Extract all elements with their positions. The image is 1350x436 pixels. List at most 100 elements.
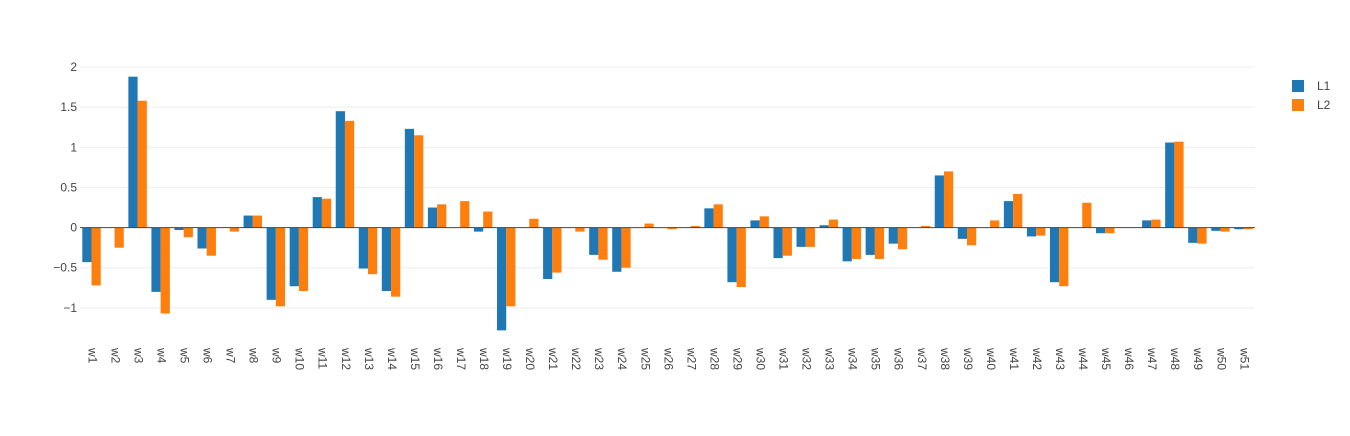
bar-L1-w14[interactable]: [381, 227, 392, 292]
legend-item-L1[interactable]: L1: [1292, 79, 1331, 93]
x-tick-label: w43: [1053, 347, 1067, 370]
bar-L1-w23[interactable]: [589, 227, 599, 255]
bars: [82, 76, 1253, 331]
bar-L1-w36[interactable]: [888, 227, 898, 244]
bar-L2-w28[interactable]: [713, 204, 723, 228]
bar-L1-w43[interactable]: [1049, 227, 1060, 283]
x-tick-label: w36: [892, 347, 906, 370]
bar-L2-w22[interactable]: [575, 227, 585, 232]
bar-L1-w24[interactable]: [612, 227, 622, 272]
bar-L1-w21[interactable]: [543, 227, 553, 279]
bar-L1-w5[interactable]: [174, 227, 184, 231]
bar-L2-w51[interactable]: [1243, 227, 1253, 230]
bar-L1-w13[interactable]: [358, 227, 368, 269]
bar-L2-w35[interactable]: [874, 227, 885, 259]
bar-L2-w32[interactable]: [805, 227, 815, 247]
bar-L1-w28[interactable]: [704, 208, 714, 228]
bar-L1-w49[interactable]: [1188, 227, 1198, 243]
bar-L2-w15[interactable]: [414, 135, 424, 228]
bar-L1-w30[interactable]: [750, 220, 760, 228]
bar-L2-w30[interactable]: [759, 216, 769, 228]
bar-L1-w4[interactable]: [151, 227, 161, 292]
bar-L1-w39[interactable]: [957, 227, 968, 239]
bar-L2-w5[interactable]: [183, 227, 193, 238]
x-tick-label: w8: [247, 347, 261, 364]
bar-L2-w3[interactable]: [137, 100, 147, 228]
bar-L1-w16[interactable]: [427, 207, 438, 228]
bar-L1-w8[interactable]: [243, 215, 253, 228]
bar-L2-w21[interactable]: [552, 227, 562, 273]
bar-L1-w45[interactable]: [1096, 227, 1106, 234]
legend-item-L2[interactable]: L2: [1292, 98, 1331, 112]
x-tick-label: w11: [316, 347, 330, 369]
bar-L1-w48[interactable]: [1165, 142, 1175, 228]
bar-L1-w42[interactable]: [1026, 227, 1037, 237]
bar-L1-w10[interactable]: [289, 227, 299, 287]
bar-L1-w29[interactable]: [727, 227, 737, 283]
bar-L2-w25[interactable]: [644, 223, 654, 228]
bar-L2-w33[interactable]: [828, 219, 838, 228]
bar-L1-w47[interactable]: [1142, 220, 1152, 228]
bar-L1-w11[interactable]: [312, 197, 322, 228]
bar-L2-w40[interactable]: [990, 220, 1000, 228]
bar-L2-w6[interactable]: [206, 227, 216, 256]
bar-L2-w44[interactable]: [1082, 202, 1092, 228]
bar-L1-w41[interactable]: [1003, 201, 1014, 228]
bar-L2-w16[interactable]: [437, 204, 447, 228]
bar-L1-w50[interactable]: [1211, 227, 1221, 231]
bar-L2-w1[interactable]: [91, 227, 101, 286]
bar-L2-w29[interactable]: [736, 227, 746, 288]
bar-L1-w35[interactable]: [865, 227, 875, 255]
legend-swatch: [1292, 80, 1304, 92]
bar-L2-w27[interactable]: [690, 226, 700, 228]
bar-L2-w24[interactable]: [621, 227, 631, 268]
bar-L2-w2[interactable]: [114, 227, 124, 248]
x-tick-label: w16: [431, 347, 445, 370]
bar-L1-w31[interactable]: [773, 227, 783, 259]
bar-L2-w41[interactable]: [1013, 193, 1023, 228]
bar-L2-w20[interactable]: [529, 218, 539, 228]
bar-L1-w33[interactable]: [819, 225, 829, 228]
bar-L1-w15[interactable]: [404, 128, 415, 228]
bar-L2-w18[interactable]: [483, 211, 493, 228]
bar-L2-w36[interactable]: [897, 227, 908, 250]
bar-L2-w8[interactable]: [252, 215, 263, 228]
bar-L1-w18[interactable]: [473, 227, 484, 232]
bar-L2-w13[interactable]: [367, 227, 378, 275]
x-tick-label: w18: [477, 347, 491, 370]
bar-L2-w12[interactable]: [344, 120, 355, 228]
bar-L2-w17[interactable]: [460, 201, 470, 228]
bar-L2-w4[interactable]: [160, 227, 170, 314]
bar-L2-w45[interactable]: [1105, 227, 1115, 234]
bar-L2-w19[interactable]: [506, 227, 516, 307]
bar-L1-w9[interactable]: [266, 227, 276, 300]
bar-L2-w10[interactable]: [298, 227, 309, 292]
bar-L1-w34[interactable]: [842, 227, 852, 262]
bar-L1-w51[interactable]: [1234, 227, 1244, 230]
bar-L2-w37[interactable]: [920, 226, 931, 228]
bar-L2-w11[interactable]: [321, 198, 332, 228]
bar-L1-w6[interactable]: [197, 227, 207, 249]
bar-L2-w50[interactable]: [1220, 227, 1230, 232]
bar-L1-w38[interactable]: [934, 175, 944, 228]
bar-L2-w7[interactable]: [229, 227, 239, 232]
bar-L1-w19[interactable]: [497, 227, 507, 331]
bar-L2-w47[interactable]: [1151, 219, 1161, 228]
bar-L2-w14[interactable]: [391, 227, 401, 297]
bar-L1-w3[interactable]: [128, 76, 138, 228]
bar-L2-w23[interactable]: [598, 227, 608, 260]
bar-L2-w38[interactable]: [943, 171, 954, 228]
bar-L2-w34[interactable]: [851, 227, 862, 259]
bar-L1-w12[interactable]: [335, 111, 345, 228]
bar-L2-w31[interactable]: [782, 227, 792, 256]
bar-L1-w32[interactable]: [796, 227, 806, 247]
bar-L2-w48[interactable]: [1174, 141, 1184, 228]
bar-L2-w9[interactable]: [275, 227, 286, 307]
bar-L2-w42[interactable]: [1036, 227, 1046, 236]
bar-L2-w43[interactable]: [1059, 227, 1069, 287]
bar-L2-w26[interactable]: [667, 227, 677, 230]
bar-L1-w1[interactable]: [82, 227, 92, 263]
bar-L2-w49[interactable]: [1197, 227, 1207, 244]
bar-L2-w39[interactable]: [967, 227, 977, 246]
